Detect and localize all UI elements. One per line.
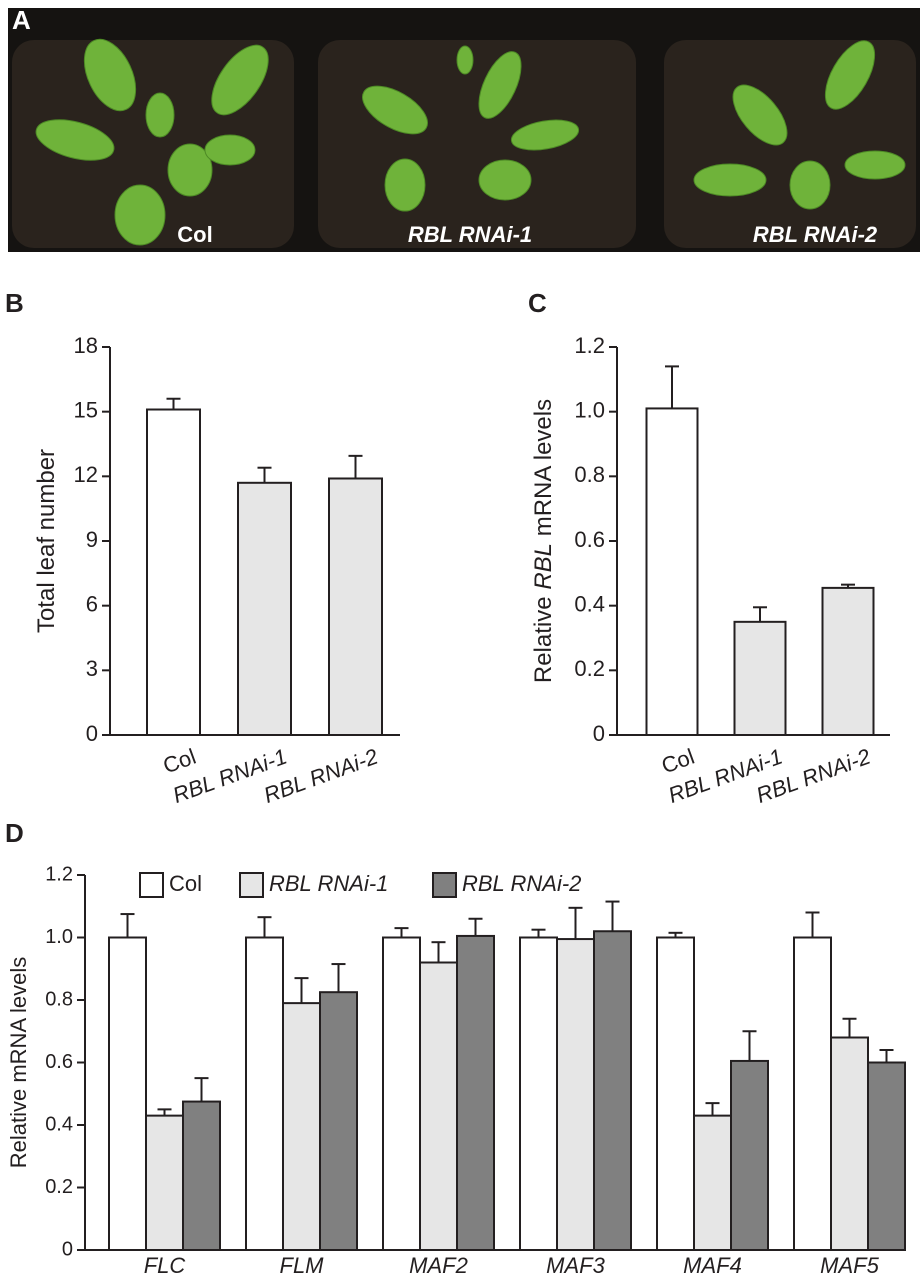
y-axis-label: Relative RBL mRNA levels: [530, 399, 557, 683]
bar: [457, 936, 494, 1250]
photo-label: RBL RNAi-2: [753, 222, 878, 247]
error-bar: [706, 1103, 720, 1116]
y-tick-label: 0.4: [45, 1113, 73, 1135]
figure: A Col RBL RNAi-1 RBL RNAi-2 B C D 0 3 6 9 12…: [0, 0, 923, 1278]
x-tick-label: MAF5: [820, 1253, 879, 1278]
error-bar: [195, 1078, 209, 1101]
bar: [694, 1116, 731, 1250]
legend-swatch: [240, 873, 263, 897]
y-tick-label: 6: [86, 591, 98, 616]
x-tick-label: MAF4: [683, 1253, 742, 1278]
y-tick-label: 0.6: [45, 1051, 73, 1073]
error-bar: [295, 978, 309, 1003]
y-axis-label-part: RBL: [530, 543, 557, 590]
y-axis-label-part: Relative mRNA levels: [6, 957, 31, 1169]
bar: [183, 1102, 220, 1250]
error-bar: [880, 1050, 894, 1063]
panel-label: B: [5, 288, 24, 318]
y-tick-label: 0: [62, 1238, 73, 1260]
y-tick-label: 0.2: [45, 1176, 73, 1198]
y-axis-label: Relative mRNA levels: [6, 957, 31, 1169]
error-bar: [469, 919, 483, 936]
legend-label: Col: [169, 871, 202, 896]
bar: [731, 1061, 768, 1250]
y-tick-label: 18: [74, 333, 98, 358]
error-bar: [753, 607, 767, 622]
x-tick-label: FLC: [144, 1253, 186, 1278]
error-bar: [606, 902, 620, 932]
bar: [329, 478, 382, 735]
bar: [320, 992, 357, 1250]
y-tick-label: 0.4: [574, 591, 605, 616]
error-bar: [258, 468, 272, 483]
y-axis-label: Total leaf number: [33, 449, 60, 633]
y-axis-label-part: Relative: [530, 596, 557, 683]
y-tick-label: 0: [86, 721, 98, 746]
bar: [246, 938, 283, 1251]
x-tick-label: MAF3: [546, 1253, 605, 1278]
y-tick-label: 0.6: [574, 527, 605, 552]
legend-label: RBL RNAi-1: [269, 871, 388, 896]
bar: [238, 483, 291, 735]
y-axis-label-part: Total leaf number: [33, 449, 60, 633]
y-tick-label: 1.2: [45, 863, 73, 885]
y-tick-label: 9: [86, 527, 98, 552]
legend-swatch: [433, 873, 456, 897]
legend-swatch: [140, 873, 163, 897]
bar: [868, 1063, 905, 1251]
error-bar: [121, 914, 135, 937]
bar: [520, 938, 557, 1251]
bar: [647, 408, 698, 735]
y-axis-label-part: mRNA levels: [530, 399, 557, 536]
photo-label: Col: [177, 222, 212, 247]
y-tick-label: 12: [74, 462, 98, 487]
x-tick-label: Col: [160, 744, 200, 779]
error-bar: [806, 913, 820, 938]
error-bar: [843, 1019, 857, 1038]
bar: [557, 939, 594, 1250]
bar: [735, 622, 786, 735]
bar: [823, 588, 874, 735]
error-bar: [569, 908, 583, 939]
x-tick-label: MAF2: [409, 1253, 468, 1278]
bar: [147, 410, 200, 735]
photo: A Col RBL RNAi-1 RBL RNAi-2: [8, 5, 920, 252]
y-tick-label: 0: [593, 721, 605, 746]
error-bar: [432, 942, 446, 962]
y-tick-label: 0.8: [574, 462, 605, 487]
bar: [594, 931, 631, 1250]
bar: [109, 938, 146, 1251]
panel-label: D: [5, 818, 24, 848]
bar: [657, 938, 694, 1251]
error-bar: [349, 456, 363, 479]
y-tick-label: 0.8: [45, 988, 73, 1010]
error-bar: [743, 1031, 757, 1061]
y-tick-label: 1.0: [574, 397, 605, 422]
panel-label: A: [12, 5, 31, 35]
bar: [383, 938, 420, 1251]
y-tick-label: 3: [86, 656, 98, 681]
bar: [146, 1116, 183, 1250]
error-bar: [332, 964, 346, 992]
panel-label: C: [528, 288, 547, 318]
y-tick-label: 1.2: [574, 333, 605, 358]
error-bar: [167, 399, 181, 410]
error-bar: [395, 928, 409, 937]
x-tick-label: Col: [658, 744, 698, 779]
y-tick-label: 15: [74, 397, 98, 422]
bar: [283, 1003, 320, 1250]
x-tick-label: FLM: [280, 1253, 325, 1278]
bar: [794, 938, 831, 1251]
y-tick-label: 1.0: [45, 926, 73, 948]
photo-label: RBL RNAi-1: [408, 222, 532, 247]
legend-label: RBL RNAi-2: [462, 871, 581, 896]
y-tick-label: 0.2: [574, 656, 605, 681]
error-bar: [258, 917, 272, 937]
bar: [831, 1038, 868, 1251]
bar: [420, 963, 457, 1251]
error-bar: [665, 366, 679, 408]
error-bar: [532, 930, 546, 938]
